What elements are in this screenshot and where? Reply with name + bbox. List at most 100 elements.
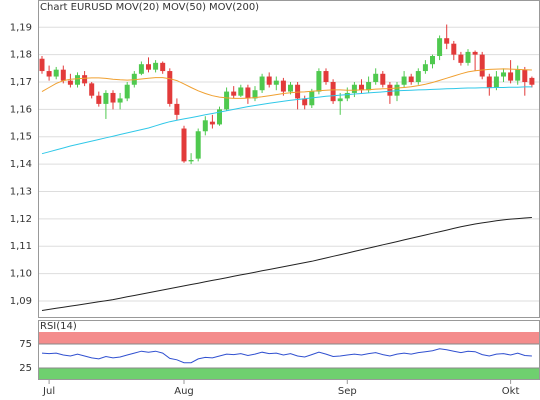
- candle-body: [344, 92, 350, 99]
- candle-body: [479, 54, 485, 77]
- candle-body: [53, 69, 59, 77]
- moving-average-line: [41, 86, 532, 155]
- candle-body: [146, 64, 151, 70]
- candle-body: [351, 84, 357, 93]
- y-tick-label: 1,09: [10, 296, 32, 307]
- x-tick-label: Jul: [42, 386, 55, 397]
- candle-body: [153, 62, 159, 70]
- y-tick-label: 1,17: [10, 77, 32, 88]
- candle-body: [96, 95, 102, 104]
- candle-body: [266, 76, 272, 85]
- y-tick-label: 1,13: [10, 186, 32, 197]
- rsi-line: [41, 348, 532, 364]
- candle-body: [231, 91, 237, 96]
- candle-body: [259, 76, 265, 91]
- candle-body: [188, 160, 194, 162]
- candle-body: [295, 84, 301, 99]
- y-tick-label: 75: [19, 339, 32, 350]
- candle-body: [217, 109, 222, 125]
- candle-body: [181, 128, 187, 162]
- candle-body: [330, 82, 336, 102]
- candle-body: [394, 84, 400, 96]
- candle-body: [273, 80, 279, 85]
- candle-body: [493, 76, 499, 88]
- candle-body: [529, 77, 535, 85]
- candle-body: [238, 87, 244, 96]
- oversold-band: [39, 368, 539, 379]
- candle-body: [366, 82, 372, 91]
- candle-body: [117, 98, 123, 103]
- y-tick-label: 1,18: [10, 50, 32, 61]
- y-tick-label: 1,11: [10, 241, 32, 252]
- candle-body: [508, 72, 514, 81]
- candle-body: [167, 71, 173, 104]
- candle-body: [103, 92, 109, 104]
- candle-body: [174, 103, 180, 115]
- legend-entry: MOV(200): [209, 2, 259, 13]
- candle-body: [75, 75, 80, 85]
- candle-body: [302, 98, 308, 106]
- x-tick-label: Okt: [502, 386, 520, 397]
- overbought-band: [39, 332, 539, 344]
- y-tick-label: 1,15: [10, 132, 32, 143]
- legend-title: Chart EURUSD: [40, 2, 113, 13]
- candle-body: [451, 43, 457, 55]
- candle-body: [131, 73, 137, 85]
- candle-body: [465, 51, 471, 63]
- candle-body: [124, 84, 130, 99]
- candle-body: [110, 92, 116, 103]
- candle-body: [437, 38, 443, 56]
- candle-body: [415, 71, 421, 82]
- price-panel: [38, 0, 540, 318]
- candle-body: [224, 91, 230, 110]
- candle-body: [209, 121, 215, 125]
- y-tick-label: 1,12: [10, 214, 32, 225]
- candle-body: [401, 76, 407, 85]
- y-tick-label: 25: [19, 363, 32, 374]
- candle-body: [82, 75, 88, 84]
- candle-body: [501, 72, 506, 77]
- candle-body: [408, 76, 414, 82]
- candle-body: [373, 73, 379, 82]
- x-tick-label: Aug: [174, 386, 194, 397]
- candle-body: [280, 80, 286, 92]
- candle-body: [138, 64, 144, 74]
- y-tick-label: 1,16: [10, 104, 32, 115]
- y-tick-label: 1,10: [10, 269, 32, 280]
- candle-body: [245, 87, 251, 99]
- candle-body: [430, 56, 435, 65]
- candle-body: [323, 71, 329, 82]
- candle-body: [89, 83, 95, 96]
- candle-body: [39, 58, 45, 72]
- moving-average-line: [41, 68, 532, 99]
- candle-body: [316, 71, 322, 92]
- candle-body: [202, 120, 208, 132]
- candle-body: [422, 64, 428, 72]
- candle-body: [458, 54, 464, 63]
- moving-average-line: [41, 217, 532, 311]
- candle-body: [337, 98, 343, 102]
- y-tick-label: 1,14: [10, 159, 32, 170]
- candle-body: [380, 73, 386, 85]
- candle-body: [67, 80, 73, 85]
- candle-body: [46, 71, 52, 77]
- candle-body: [195, 131, 201, 159]
- x-tick-label: Sep: [338, 386, 357, 397]
- candle-body: [60, 69, 66, 81]
- candle-body: [252, 90, 258, 99]
- candle-body: [387, 84, 393, 96]
- candle-body: [160, 62, 166, 72]
- y-tick-label: 1,19: [10, 22, 32, 33]
- candle-body: [444, 38, 450, 44]
- legend: Chart EURUSD MOV(20) MOV(50) MOV(200): [40, 2, 259, 13]
- candle-body: [472, 51, 478, 55]
- legend-entry: MOV(50): [162, 2, 206, 13]
- panel-title: RSI(14): [40, 321, 77, 332]
- candle-body: [515, 69, 521, 81]
- candle-body: [486, 76, 492, 88]
- legend-entry: MOV(20): [116, 2, 160, 13]
- candle-body: [522, 69, 528, 82]
- candle-body: [359, 84, 364, 91]
- candle-body: [288, 84, 293, 92]
